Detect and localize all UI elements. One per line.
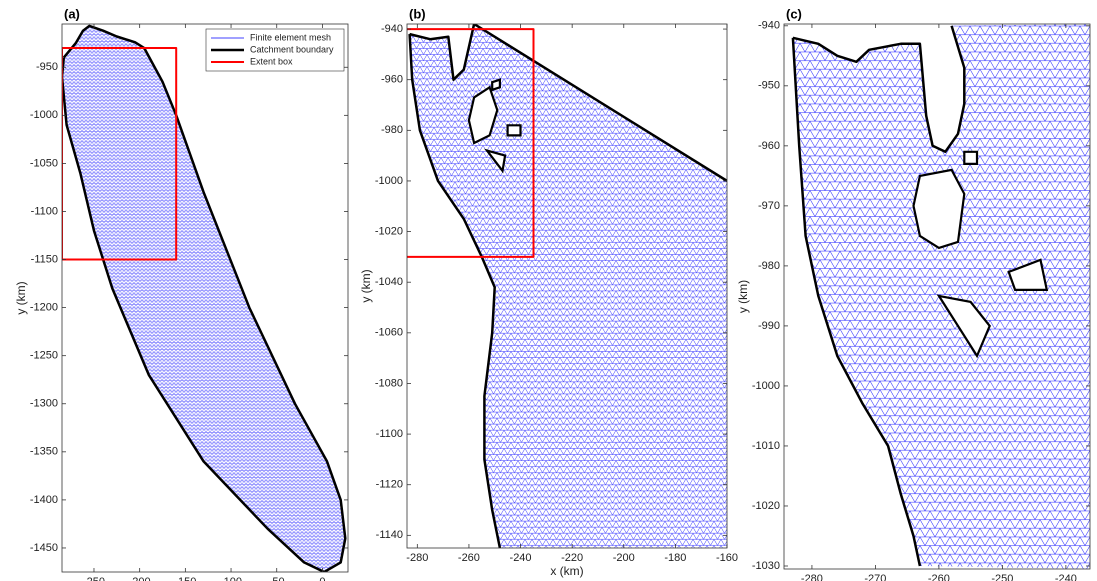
- x-tick-label: -160: [716, 552, 738, 564]
- panel-label: (a): [64, 6, 80, 21]
- y-tick-label: -1300: [30, 398, 58, 410]
- x-axis-label: x (km): [550, 564, 583, 578]
- x-tick-label: -280: [801, 573, 823, 581]
- x-tick-label: -240: [510, 552, 532, 564]
- y-tick-label: -1120: [376, 479, 403, 491]
- legend-label: Finite element mesh: [250, 32, 331, 42]
- y-tick-label: -1000: [30, 109, 58, 121]
- island: [963, 150, 979, 165]
- y-tick-label: -960: [758, 140, 780, 152]
- x-tick-label: -150: [174, 576, 196, 581]
- y-axis-label: y (km): [736, 280, 750, 313]
- y-tick-label: -1200: [30, 302, 58, 314]
- catchment-boundary: [791, 37, 922, 567]
- extent-box: [62, 47, 178, 261]
- plot-area: [791, 24, 1090, 569]
- x-tick-label: -280: [406, 552, 428, 564]
- y-tick-label: -1000: [752, 380, 780, 392]
- y-tick-label: -1000: [375, 175, 403, 187]
- x-tick-label: -260: [458, 552, 480, 564]
- island: [484, 148, 507, 174]
- y-tick-label: -1040: [375, 276, 403, 288]
- x-tick-label: -50: [269, 576, 285, 581]
- island: [1007, 258, 1049, 291]
- plot-area: [62, 24, 347, 572]
- y-tick-label: -1150: [31, 253, 58, 265]
- y-tick-label: -1030: [752, 560, 780, 572]
- y-tick-label: -950: [758, 80, 780, 92]
- plot-area: [407, 24, 727, 548]
- x-tick-label: -250: [83, 576, 105, 581]
- x-tick-label: -250: [991, 573, 1013, 581]
- x-tick-label: -100: [220, 576, 242, 581]
- island: [467, 85, 499, 145]
- y-tick-label: -1140: [376, 529, 403, 541]
- y-axis-label: y (km): [14, 281, 28, 314]
- y-tick-label: -1400: [30, 494, 58, 506]
- y-tick-label: -1450: [30, 542, 58, 554]
- y-tick-label: -990: [758, 320, 780, 332]
- catchment-boundary: [792, 25, 966, 154]
- mesh-fill: [62, 25, 346, 572]
- island: [936, 294, 991, 359]
- x-tick-label: -200: [129, 576, 151, 581]
- axes-frame: [783, 23, 1091, 570]
- y-tick-label: -1020: [375, 225, 403, 237]
- y-tick-label: -1010: [752, 440, 780, 452]
- y-tick-label: -980: [758, 260, 780, 272]
- legend-label: Extent box: [250, 56, 293, 66]
- x-tick-label: -180: [664, 552, 686, 564]
- y-tick-label: -1050: [30, 157, 58, 169]
- y-axis-label: y (km): [359, 269, 373, 302]
- y-tick-label: -1020: [752, 500, 780, 512]
- y-tick-label: -1080: [375, 377, 403, 389]
- x-tick-label: -270: [864, 573, 886, 581]
- y-tick-label: -1250: [30, 350, 58, 362]
- panel-label: (b): [409, 6, 426, 21]
- y-tick-label: -970: [758, 200, 780, 212]
- catchment-boundary: [408, 34, 502, 548]
- y-tick-label: -940: [758, 20, 780, 32]
- y-tick-label: -1060: [375, 327, 403, 339]
- y-tick-label: -1100: [31, 205, 58, 217]
- x-tick-label: -200: [613, 552, 635, 564]
- y-tick-label: -1100: [376, 428, 403, 440]
- axes-frame: [406, 23, 728, 549]
- x-tick-label: -260: [928, 573, 950, 581]
- y-tick-label: -940: [381, 23, 403, 35]
- y-tick-label: -950: [36, 61, 58, 73]
- mesh-fill: [409, 24, 727, 548]
- y-tick-label: -980: [381, 124, 403, 136]
- island: [506, 124, 522, 137]
- catchment-boundary: [409, 24, 727, 182]
- island: [912, 168, 966, 250]
- legend-label: Catchment boundary: [250, 44, 334, 54]
- x-tick-label: -240: [1055, 573, 1077, 581]
- y-tick-label: -960: [381, 74, 403, 86]
- x-tick-label: -220: [561, 552, 583, 564]
- island: [491, 78, 501, 92]
- axes-frame: [61, 23, 349, 573]
- x-tick-label: 0: [319, 576, 325, 581]
- panel-label: (c): [786, 6, 802, 21]
- extent-box: [407, 28, 535, 258]
- y-tick-label: -1350: [30, 446, 58, 458]
